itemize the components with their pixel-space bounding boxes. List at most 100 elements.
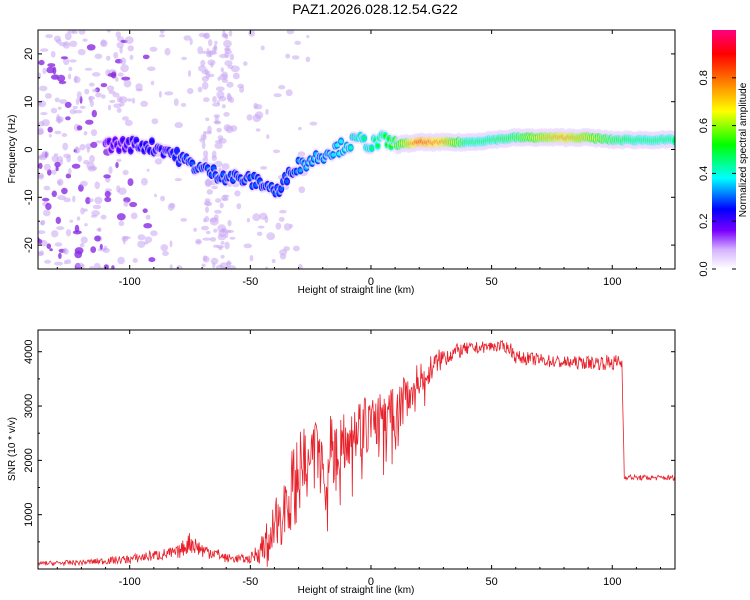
noise-blob	[294, 40, 302, 46]
noise-blob	[113, 103, 122, 108]
noise-blob	[77, 155, 83, 162]
noise-blob	[100, 83, 108, 88]
noise-blob	[61, 187, 68, 195]
ridge-core	[338, 139, 344, 144]
noise-blob	[64, 101, 72, 108]
noise-blob	[149, 46, 158, 52]
noise-blob	[47, 63, 56, 68]
ridge-core	[279, 187, 284, 191]
noise-blob	[94, 196, 103, 205]
noise-blob	[214, 40, 218, 45]
noise-blob	[42, 197, 50, 202]
noise-blob	[51, 155, 59, 163]
noise-blob	[197, 86, 203, 93]
noise-blob	[77, 48, 86, 56]
noise-blob	[207, 125, 212, 134]
noise-blob	[266, 232, 276, 241]
noise-blob	[127, 98, 133, 102]
noise-blob	[44, 93, 52, 99]
noise-blob	[217, 233, 227, 241]
noise-blob	[265, 266, 269, 269]
noise-blob	[115, 162, 119, 169]
noise-blob	[121, 76, 131, 81]
noise-blob	[51, 230, 59, 238]
noise-blob	[214, 140, 223, 144]
noise-blob	[56, 226, 65, 231]
noise-blob	[119, 46, 123, 54]
snr-axes: -100 -50 0 50 100 1000 2000 3000 4000	[23, 330, 675, 588]
noise-blob	[202, 157, 206, 162]
noise-blob	[140, 100, 149, 107]
noise-blob	[65, 259, 72, 265]
noise-blob	[49, 248, 53, 252]
noise-blob	[143, 223, 153, 229]
noise-blob	[107, 85, 115, 92]
noise-blob	[45, 34, 53, 39]
noise-blob	[203, 150, 209, 158]
noise-blob	[116, 107, 122, 113]
spectrogram-xtick-label: 0	[368, 276, 374, 288]
noise-blob	[283, 223, 291, 231]
noise-blob	[236, 203, 242, 210]
noise-blob	[85, 197, 91, 205]
colorbar-tick-label: 0.0	[698, 261, 710, 276]
noise-blob	[147, 66, 156, 72]
noise-blob	[92, 204, 102, 210]
noise-blob	[203, 97, 210, 103]
noise-blob	[220, 254, 225, 259]
noise-blob	[279, 209, 287, 214]
noise-blob	[91, 210, 100, 217]
spectrogram-ytick-label: 20	[23, 48, 35, 60]
noise-blob	[211, 185, 219, 190]
snr-xtick-label: -100	[119, 576, 141, 588]
noise-blob	[213, 244, 219, 248]
noise-blob	[54, 130, 62, 135]
noise-blob	[173, 98, 179, 107]
noise-blob	[54, 161, 61, 168]
noise-blob	[80, 236, 88, 244]
noise-blob	[84, 88, 90, 95]
noise-blob	[99, 243, 103, 250]
noise-blob	[292, 245, 300, 252]
noise-blob	[57, 106, 62, 110]
noise-blob	[123, 200, 129, 207]
noise-blob	[38, 162, 43, 169]
noise-blob	[211, 150, 217, 159]
noise-blob	[39, 48, 49, 52]
noise-blob	[208, 39, 213, 47]
noise-blob	[84, 223, 88, 227]
noise-blob	[169, 264, 173, 269]
noise-blob	[142, 54, 150, 60]
noise-blob	[205, 230, 211, 235]
noise-blob	[122, 116, 129, 121]
noise-blob	[74, 224, 80, 233]
noise-blob	[225, 261, 232, 265]
noise-blob	[224, 60, 233, 67]
noise-blob	[205, 117, 210, 122]
noise-blob	[79, 242, 85, 248]
noise-blob	[54, 242, 63, 247]
noise-blob	[229, 53, 235, 61]
ridge-core	[375, 143, 380, 148]
noise-blob	[187, 88, 194, 95]
noise-blob	[120, 64, 129, 73]
noise-blob	[145, 214, 151, 220]
ridge-core	[134, 138, 139, 143]
noise-blob	[106, 30, 111, 33]
noise-blob	[55, 116, 64, 122]
noise-blob	[48, 133, 52, 138]
noise-blob	[51, 169, 57, 175]
noise-blob	[203, 33, 210, 39]
noise-blob	[66, 155, 71, 163]
noise-blob	[220, 241, 225, 245]
noise-blob	[88, 198, 94, 203]
snr-background	[38, 330, 675, 569]
noise-blob	[180, 218, 188, 222]
ridge-core	[128, 148, 133, 153]
noise-blob	[69, 109, 77, 115]
noise-blob	[150, 80, 155, 86]
noise-blob	[76, 216, 81, 221]
colorbar-ticks: 0.0 0.2 0.4 0.6 0.8	[698, 70, 736, 277]
spectrogram-marks	[38, 30, 675, 269]
noise-blob	[54, 261, 64, 266]
